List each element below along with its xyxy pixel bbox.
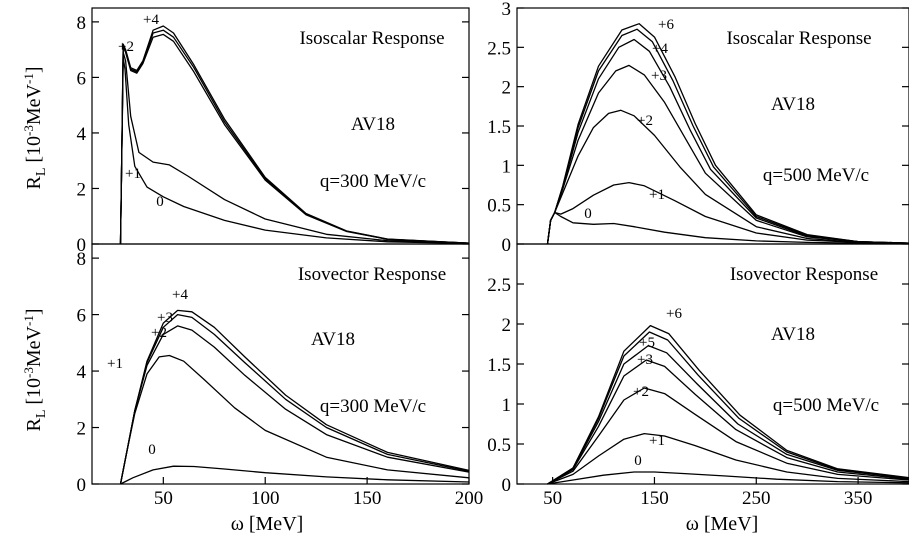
x-tick-label: 150 <box>640 488 669 509</box>
series-label-plus3: +3 <box>637 352 653 368</box>
series-line-plus1 <box>119 51 470 245</box>
y-tick-label: 8 <box>77 13 87 34</box>
model-label: AV18 <box>351 114 395 135</box>
series-line-plus3 <box>547 359 909 485</box>
y-tick-label: 3 <box>502 0 512 20</box>
series-label-plus1: +1 <box>649 433 665 449</box>
series-label-plus2: +2 <box>633 384 649 400</box>
y-tick-label: 6 <box>77 306 87 327</box>
y-tick-label: 1.5 <box>487 355 511 376</box>
y-tick-label: 6 <box>77 68 87 89</box>
panel-title: Isoscalar Response <box>299 28 444 49</box>
panel-top-left: 0 2 4 6 8 0 +1 +2 +4 Isoscalar Response AV18 q=300 … <box>77 7 470 256</box>
series-label-plus6: +6 <box>666 306 682 322</box>
x-tick-label: 250 <box>742 488 771 509</box>
panel-title: Isovector Response <box>730 264 878 285</box>
x-tick-label: 100 <box>251 488 280 509</box>
series-label-plus2: +2 <box>637 113 653 129</box>
series-line-plus4 <box>547 344 909 485</box>
panel-frame <box>91 243 470 485</box>
series-label-plus2: +2 <box>118 39 134 55</box>
series-line-plus3 <box>119 29 470 245</box>
series-label-plus1: +1 <box>649 187 665 203</box>
series-line-0 <box>546 211 909 245</box>
series-label-0: 0 <box>634 453 642 469</box>
momentum-label: q=500 MeV/c <box>763 165 869 186</box>
x-axis-label-left: ω [MeV] <box>231 513 304 535</box>
model-label: AV18 <box>311 329 355 350</box>
y-tick-label: 2 <box>77 419 87 440</box>
y-tick-label: 1 <box>502 395 512 416</box>
series-line-plus4 <box>119 25 470 245</box>
series-line-0 <box>120 465 470 485</box>
y-tick-label: 0.5 <box>487 435 511 456</box>
series-line-plus6 <box>547 324 909 485</box>
model-label: AV18 <box>771 324 815 345</box>
y-tick-label: 2 <box>502 315 512 336</box>
panel-title: Isovector Response <box>298 264 446 285</box>
y-tick-label: 1 <box>502 156 512 177</box>
y-tick-label: 2 <box>77 179 87 200</box>
y-tick-label: 0 <box>502 235 512 256</box>
series-label-plus3: +3 <box>157 310 173 326</box>
series-label-0: 0 <box>148 442 156 458</box>
series-line-0 <box>119 57 470 245</box>
series-line-plus1 <box>119 354 470 485</box>
model-label: AV18 <box>771 94 815 115</box>
series-label-plus4: +4 <box>172 287 188 303</box>
series-label-plus4: +4 <box>143 12 159 28</box>
series-label-plus1: +1 <box>125 166 141 182</box>
y-tick-label: 8 <box>77 249 87 270</box>
series-label-plus6: +6 <box>658 17 674 33</box>
x-tick-label: 150 <box>353 488 382 509</box>
y-tick-label: 2.5 <box>487 275 511 296</box>
series-label-plus1: +1 <box>107 356 123 372</box>
series-line-0 <box>547 471 909 485</box>
x-tick-label: 200 <box>455 488 484 509</box>
series-line-plus6 <box>546 23 909 245</box>
series-line-plus1 <box>546 181 909 245</box>
momentum-label: q=500 MeV/c <box>773 395 879 416</box>
series-line-plus4 <box>546 38 909 245</box>
series-line-plus1 <box>547 432 909 485</box>
y-tick-label: 4 <box>77 124 87 145</box>
series-label-plus5: +5 <box>639 335 655 351</box>
series-line-plus2 <box>119 33 470 245</box>
x-tick-label: 350 <box>844 488 873 509</box>
y-tick-label: 2.5 <box>487 38 511 59</box>
y-axis-label-top: RL [10-3MeV-1] <box>21 66 49 189</box>
panel-title: Isoscalar Response <box>726 28 871 49</box>
x-tick-label: 50 <box>154 488 173 509</box>
series-line-plus3 <box>546 64 909 245</box>
y-tick-label: 1.5 <box>487 117 511 138</box>
y-tick-label: 0 <box>77 235 87 256</box>
y-tick-label: 0 <box>502 475 512 496</box>
y-tick-label: 0.5 <box>487 196 511 217</box>
x-axis-label-right: ω [MeV] <box>686 513 759 535</box>
momentum-label: q=300 MeV/c <box>320 396 426 417</box>
x-tick-label: 50 <box>543 488 562 509</box>
series-label-0: 0 <box>584 206 592 222</box>
y-axis-label-bottom: RL [10-3MeV-1] <box>21 308 49 431</box>
y-tick-label: 0 <box>77 475 87 496</box>
y-tick-label: 4 <box>77 362 87 383</box>
y-tick-label: 2 <box>502 78 512 99</box>
series-label-0: 0 <box>156 194 164 210</box>
series-label-plus3: +3 <box>651 68 667 84</box>
panel-bottom-right: 0 0.5 1 1.5 2 2.5 50 150 250 350 0 +1 +2 +3+5 +6 Isovec… <box>487 243 909 509</box>
momentum-label: q=300 MeV/c <box>320 171 426 192</box>
series-line-plus4 <box>119 309 470 485</box>
series-line-plus2 <box>547 387 909 485</box>
